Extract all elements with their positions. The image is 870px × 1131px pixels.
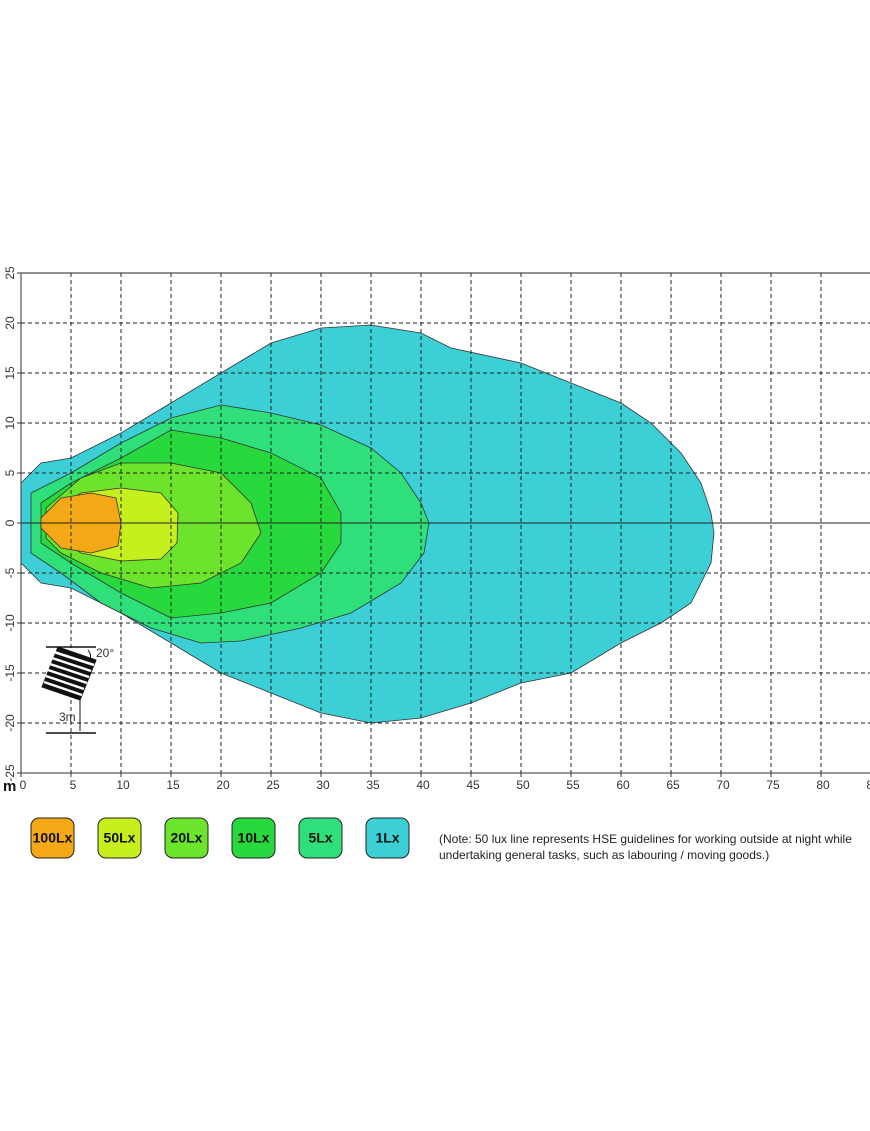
legend-swatch	[365, 817, 410, 859]
y-tick-label: -5	[3, 567, 17, 578]
angle-label: 20°	[96, 646, 114, 660]
note-line: (Note: 50 lux line represents HSE guidel…	[439, 832, 852, 846]
legend-label: 1Lx	[375, 830, 399, 846]
x-tick-label: 40	[416, 778, 430, 792]
y-tick-label: 20	[3, 316, 17, 330]
x-tick-label: 65	[666, 778, 680, 792]
x-tick-label: 80	[816, 778, 830, 792]
legend-label: 10Lx	[238, 830, 270, 846]
x-tick-label: 35	[366, 778, 380, 792]
y-tick-label: -25	[3, 764, 17, 782]
height-label: 3m	[59, 710, 76, 724]
x-tick-label: 60	[616, 778, 630, 792]
x-tick-label: 55	[566, 778, 580, 792]
x-tick-label: 0	[20, 778, 27, 792]
y-tick-label: -10	[3, 614, 17, 632]
lamp-icon	[41, 646, 97, 734]
x-tick-label: 70	[716, 778, 730, 792]
axis-unit: m	[3, 778, 16, 795]
y-tick-label: -20	[3, 714, 17, 732]
x-tick-label: 50	[516, 778, 530, 792]
y-tick-label: 10	[3, 416, 17, 430]
legend-label: 100Lx	[33, 830, 73, 846]
x-tick-label: 45	[466, 778, 480, 792]
legend-swatch	[97, 817, 142, 859]
plot-area: 0510152025303540455055606570758085-25-20…	[3, 266, 870, 792]
x-tick-label: 20	[216, 778, 230, 792]
y-tick-label: 25	[3, 266, 17, 280]
legend-label: 20Lx	[171, 830, 203, 846]
legend-swatch	[298, 817, 343, 859]
y-tick-label: 0	[3, 519, 17, 526]
legend: 100Lx 50Lx 20Lx 10Lx 5Lx 1Lx	[30, 817, 410, 859]
legend-swatch	[30, 817, 75, 859]
x-tick-label: 30	[316, 778, 330, 792]
legend-swatch	[164, 817, 209, 859]
note-line: undertaking general tasks, such as labou…	[439, 848, 769, 862]
x-tick-label: 10	[116, 778, 130, 792]
y-tick-label: 5	[3, 469, 17, 476]
legend-swatch	[231, 817, 276, 859]
x-tick-label: 15	[166, 778, 180, 792]
x-tick-label: 25	[266, 778, 280, 792]
y-tick-label: 15	[3, 366, 17, 380]
legend-label: 5Lx	[308, 830, 332, 846]
x-tick-label: 5	[70, 778, 77, 792]
x-tick-label: 85	[866, 778, 870, 792]
x-tick-label: 75	[766, 778, 780, 792]
y-tick-label: -15	[3, 664, 17, 682]
legend-label: 50Lx	[104, 830, 136, 846]
